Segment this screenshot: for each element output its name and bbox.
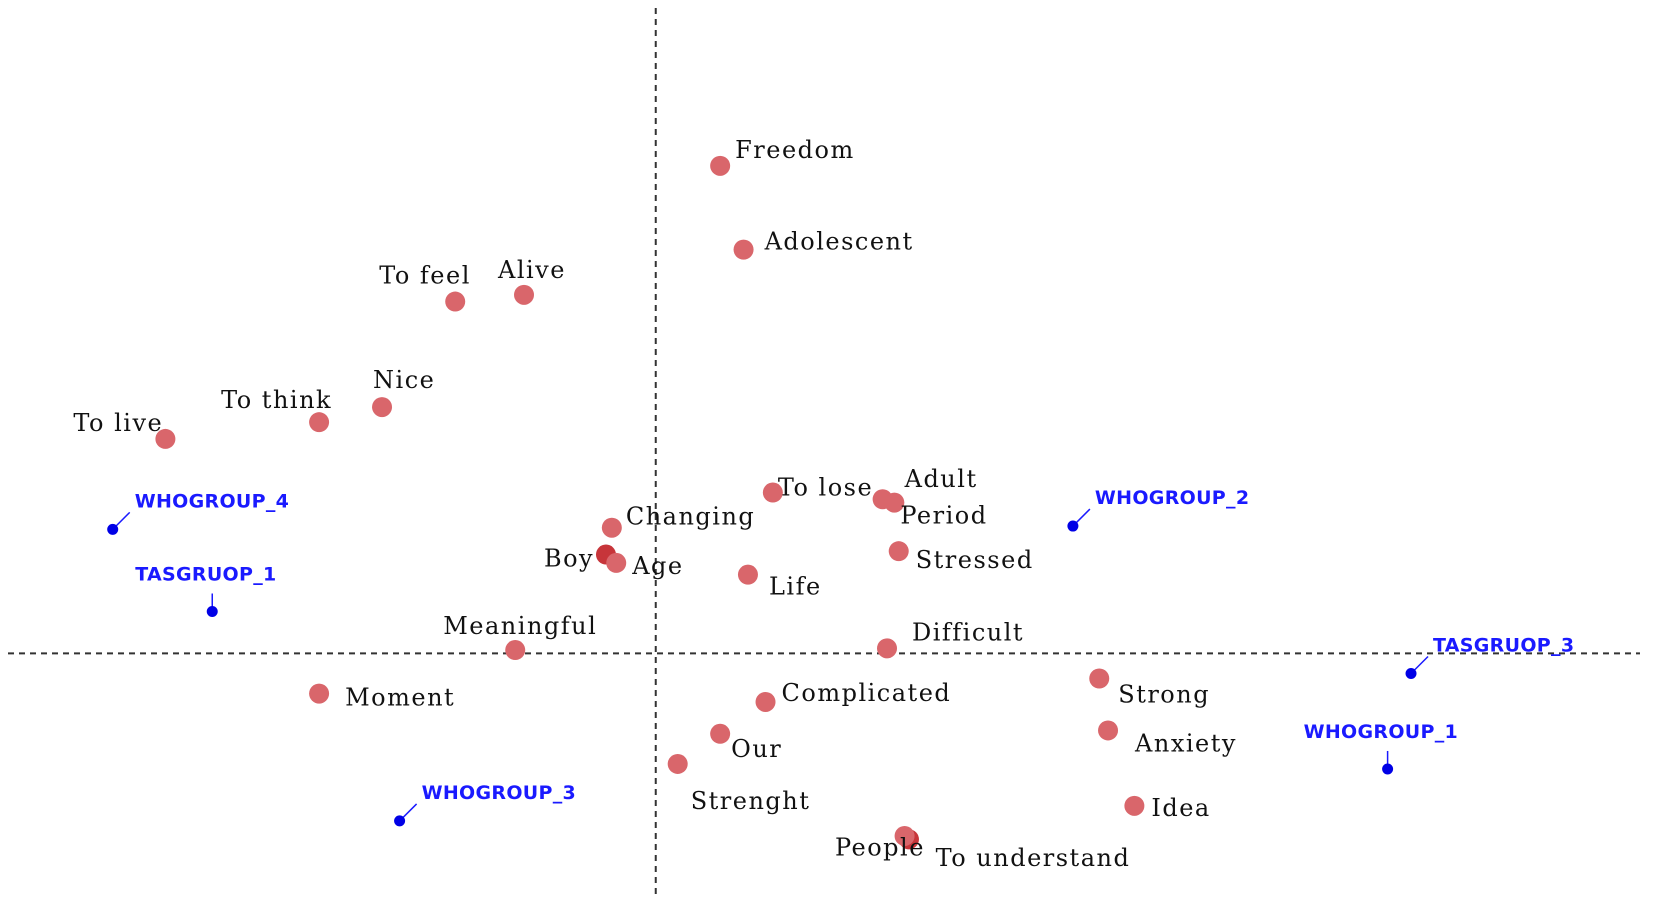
term-label-alive: Alive — [497, 256, 566, 284]
term-point-stressed — [888, 541, 909, 562]
group-point-tasgruop-3 — [1405, 667, 1417, 679]
group-point-tasgruop-1 — [206, 605, 218, 617]
term-label-to-think: To think — [221, 386, 332, 414]
term-point-our — [710, 723, 731, 744]
term-point-anxiety — [1098, 720, 1119, 741]
term-label-anxiety: Anxiety — [1134, 729, 1237, 757]
term-point-to-understand — [894, 825, 915, 846]
group-label-tasgruop-1: TASGRUOP_1 — [135, 563, 276, 585]
term-point-complicated — [755, 691, 776, 712]
term-label-our: Our — [731, 735, 782, 763]
group-label-whogroup-1: WHOGROUP_1 — [1304, 721, 1458, 743]
term-point-to-feel — [445, 291, 466, 312]
group-point-whogroup-3 — [394, 815, 406, 827]
term-point-idea — [1124, 795, 1145, 816]
term-point-nice — [372, 397, 393, 418]
term-label-to-lose: To lose — [778, 474, 873, 502]
term-point-meaningful — [505, 640, 526, 661]
term-point-freedom — [710, 155, 731, 176]
axes — [8, 8, 1640, 897]
group-label-whogroup-2: WHOGROUP_2 — [1095, 487, 1249, 509]
term-label-period: Period — [900, 502, 987, 530]
group-point-whogroup-2 — [1067, 520, 1079, 532]
term-label-strenght: Strenght — [691, 787, 811, 815]
term-point-moment — [309, 683, 330, 704]
term-label-to-feel: To feel — [379, 262, 471, 290]
term-label-changing: Changing — [626, 503, 755, 531]
term-label-complicated: Complicated — [782, 679, 952, 707]
term-label-strong: Strong — [1118, 681, 1210, 709]
term-label-to-understand: To understand — [936, 844, 1131, 872]
term-label-stressed: Stressed — [916, 546, 1034, 574]
term-point-strong — [1089, 668, 1110, 689]
group-point-whogroup-4 — [107, 523, 119, 535]
term-label-meaningful: Meaningful — [443, 612, 597, 640]
term-label-idea: Idea — [1151, 794, 1210, 822]
term-label-adult: Adult — [904, 465, 978, 493]
term-point-to-live — [155, 428, 176, 449]
term-label-people: People — [835, 833, 925, 861]
term-point-adolescent — [733, 239, 754, 260]
labels: Freedom Adolescent To feel Alive Nice To thin… — [73, 136, 1574, 872]
term-label-moment: Moment — [345, 684, 455, 712]
group-label-tasgruop-3: TASGRUOP_3 — [1433, 634, 1574, 656]
term-point-to-lose — [762, 482, 783, 503]
term-label-to-live: To live — [73, 409, 163, 437]
group-label-whogroup-3: WHOGROUP_3 — [422, 782, 576, 804]
term-label-life: Life — [769, 573, 822, 601]
term-label-difficult: Difficult — [912, 618, 1024, 646]
term-label-boy: Boy — [544, 545, 594, 573]
term-point-age — [606, 552, 627, 573]
group-point-whogroup-1 — [1382, 763, 1394, 775]
term-point-period — [884, 492, 905, 513]
term-point-alive — [514, 284, 535, 305]
term-point-to-think — [309, 412, 330, 433]
term-label-adolescent: Adolescent — [764, 228, 914, 256]
term-point-difficult — [877, 638, 898, 659]
term-point-changing — [601, 517, 622, 538]
points — [107, 155, 1429, 850]
term-label-nice: Nice — [373, 366, 435, 394]
group-label-whogroup-4: WHOGROUP_4 — [135, 490, 289, 512]
term-point-life — [737, 564, 758, 585]
term-point-strenght — [667, 753, 688, 774]
term-label-age: Age — [631, 552, 683, 580]
term-label-freedom: Freedom — [735, 136, 855, 164]
